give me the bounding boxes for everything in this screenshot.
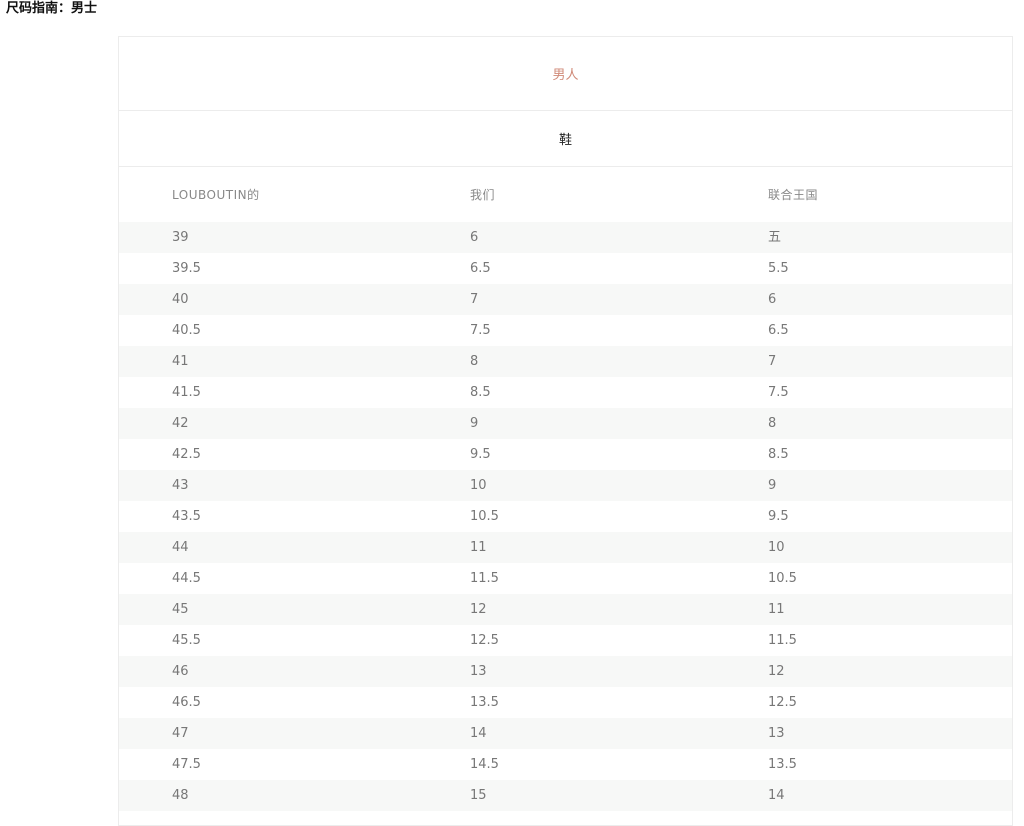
louboutin-size-cell: 45: [172, 602, 189, 617]
uk-size-cell: 13: [768, 726, 785, 741]
us-size-cell: 7.5: [470, 323, 491, 338]
uk-size-cell: 6.5: [768, 323, 789, 338]
table-row: 45 12 11: [119, 594, 1012, 625]
us-size-cell: 13.5: [470, 695, 499, 710]
category-label: 鞋: [558, 133, 572, 148]
louboutin-size-cell: 44: [172, 540, 189, 555]
uk-size-cell: 五: [768, 230, 782, 245]
table-row: 47 14 13: [119, 718, 1012, 749]
table-row: 41.5 8.5 7.5: [119, 377, 1012, 408]
louboutin-size-cell: 44.5: [172, 571, 201, 586]
uk-size-cell: 6: [768, 292, 777, 307]
size-guide-panel: 男人 鞋 LOUBOUTIN的 我们 联合王国 39 6 五 39.5 6.5 5.5 40…: [118, 36, 1013, 826]
us-size-cell: 8: [470, 354, 479, 369]
uk-size-cell: 10: [768, 540, 785, 555]
column-header-us: 我们: [470, 188, 496, 202]
table-row: 39.5 6.5 5.5: [119, 253, 1012, 284]
louboutin-size-cell: 46: [172, 664, 189, 679]
louboutin-size-cell: 43.5: [172, 509, 201, 524]
uk-size-cell: 8.5: [768, 447, 789, 462]
column-header-uk: 联合王国: [768, 188, 819, 202]
us-size-cell: 6.5: [470, 261, 491, 276]
us-size-cell: 8.5: [470, 385, 491, 400]
louboutin-size-cell: 42: [172, 416, 189, 431]
uk-size-cell: 14: [768, 788, 785, 803]
size-table-body: 39 6 五 39.5 6.5 5.5 40 7 6 40.5 7.5 6.5 41 8 7 41.5 8.5 7…: [119, 222, 1012, 811]
louboutin-size-cell: 48: [172, 788, 189, 803]
table-row: 46.5 13.5 12.5: [119, 687, 1012, 718]
louboutin-size-cell: 39: [172, 230, 189, 245]
us-size-cell: 10: [470, 478, 487, 493]
uk-size-cell: 9.5: [768, 509, 789, 524]
us-size-cell: 11: [470, 540, 487, 555]
table-row: 42 9 8: [119, 408, 1012, 439]
uk-size-cell: 10.5: [768, 571, 797, 586]
louboutin-size-cell: 39.5: [172, 261, 201, 276]
table-row: 40.5 7.5 6.5: [119, 315, 1012, 346]
us-size-cell: 12.5: [470, 633, 499, 648]
uk-size-cell: 11.5: [768, 633, 797, 648]
table-row: 46 13 12: [119, 656, 1012, 687]
uk-size-cell: 12.5: [768, 695, 797, 710]
table-row: 43.5 10.5 9.5: [119, 501, 1012, 532]
us-size-cell: 12: [470, 602, 487, 617]
us-size-cell: 11.5: [470, 571, 499, 586]
us-size-cell: 9.5: [470, 447, 491, 462]
louboutin-size-cell: 40.5: [172, 323, 201, 338]
table-row: 48 15 14: [119, 780, 1012, 811]
us-size-cell: 9: [470, 416, 479, 431]
uk-size-cell: 7: [768, 354, 777, 369]
us-size-cell: 15: [470, 788, 487, 803]
us-size-cell: 6: [470, 230, 479, 245]
louboutin-size-cell: 43: [172, 478, 189, 493]
table-row: 43 10 9: [119, 470, 1012, 501]
louboutin-size-cell: 40: [172, 292, 189, 307]
table-row: 40 7 6: [119, 284, 1012, 315]
uk-size-cell: 11: [768, 602, 785, 617]
uk-size-cell: 12: [768, 664, 785, 679]
louboutin-size-cell: 47: [172, 726, 189, 741]
table-row: 41 8 7: [119, 346, 1012, 377]
louboutin-size-cell: 42.5: [172, 447, 201, 462]
louboutin-size-cell: 47.5: [172, 757, 201, 772]
table-row: 42.5 9.5 8.5: [119, 439, 1012, 470]
louboutin-size-cell: 46.5: [172, 695, 201, 710]
us-size-cell: 7: [470, 292, 479, 307]
us-size-cell: 14: [470, 726, 487, 741]
table-header-row: LOUBOUTIN的 我们 联合王国: [119, 167, 1012, 222]
table-row: 44 11 10: [119, 532, 1012, 563]
table-row: 47.5 14.5 13.5: [119, 749, 1012, 780]
louboutin-size-cell: 45.5: [172, 633, 201, 648]
uk-size-cell: 13.5: [768, 757, 797, 772]
uk-size-cell: 9: [768, 478, 777, 493]
gender-label: 男人: [552, 68, 579, 83]
uk-size-cell: 7.5: [768, 385, 789, 400]
gender-header: 男人: [119, 37, 1012, 111]
us-size-cell: 10.5: [470, 509, 499, 524]
table-row: 39 6 五: [119, 222, 1012, 253]
table-row: 44.5 11.5 10.5: [119, 563, 1012, 594]
uk-size-cell: 8: [768, 416, 777, 431]
us-size-cell: 13: [470, 664, 487, 679]
louboutin-size-cell: 41.5: [172, 385, 201, 400]
table-row: 45.5 12.5 11.5: [119, 625, 1012, 656]
uk-size-cell: 5.5: [768, 261, 789, 276]
column-header-louboutin: LOUBOUTIN的: [172, 188, 260, 202]
page-title: 尺码指南：男士: [6, 1, 98, 16]
category-header: 鞋: [119, 111, 1012, 167]
us-size-cell: 14.5: [470, 757, 499, 772]
louboutin-size-cell: 41: [172, 354, 189, 369]
